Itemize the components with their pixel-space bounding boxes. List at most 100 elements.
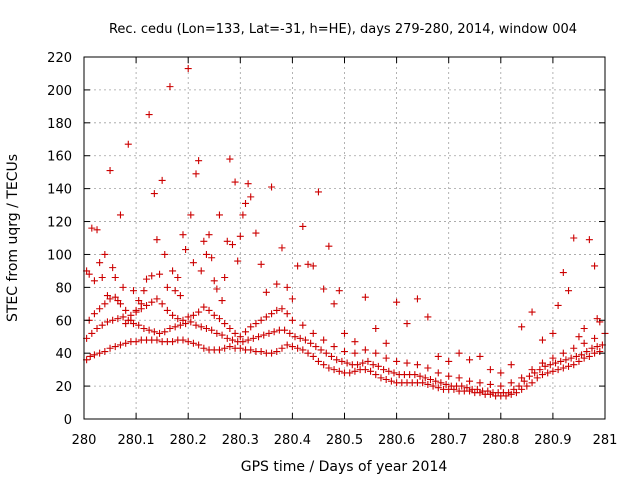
data-point: [268, 183, 276, 191]
data-point: [580, 325, 588, 332]
data-point: [325, 364, 333, 372]
data-point: [307, 339, 315, 347]
data-point: [218, 297, 226, 305]
data-point: [166, 83, 174, 91]
data-point: [169, 338, 177, 346]
data-point: [103, 292, 111, 300]
data-point: [565, 287, 573, 295]
data-point: [346, 369, 354, 377]
data-point: [575, 357, 583, 365]
data-point: [184, 313, 192, 321]
data-point: [351, 367, 359, 375]
data-point: [575, 333, 583, 341]
data-point: [445, 357, 453, 365]
data-point: [88, 224, 96, 232]
data-point: [538, 359, 546, 367]
data-point: [98, 273, 106, 281]
data-point: [278, 305, 286, 313]
data-point: [291, 333, 299, 341]
data-point: [174, 273, 182, 281]
data-point: [507, 361, 515, 369]
data-point: [325, 242, 333, 250]
data-point: [486, 380, 494, 388]
data-point: [549, 329, 557, 337]
data-point: [158, 300, 166, 308]
data-points: [83, 65, 609, 400]
data-point: [252, 320, 260, 328]
data-point: [377, 374, 385, 382]
data-point: [195, 157, 203, 165]
data-point: [283, 283, 291, 291]
data-point: [403, 320, 411, 328]
data-point: [596, 318, 604, 326]
data-point: [93, 226, 101, 234]
data-point: [421, 374, 429, 382]
data-point: [320, 361, 328, 369]
data-point: [140, 287, 148, 295]
data-point: [455, 374, 463, 382]
data-point: [570, 234, 578, 242]
data-point: [260, 331, 268, 339]
data-point: [580, 339, 588, 347]
data-point: [158, 176, 166, 184]
data-point: [197, 323, 205, 331]
data-point: [153, 336, 161, 344]
x-tick-label: 280: [72, 433, 97, 448]
data-point: [90, 351, 98, 359]
data-point: [515, 382, 523, 390]
data-point: [179, 231, 187, 239]
data-point: [299, 321, 307, 329]
data-point: [205, 306, 213, 314]
data-point: [333, 356, 341, 364]
data-point: [434, 384, 442, 392]
data-point: [585, 236, 593, 244]
data-point: [301, 336, 309, 344]
data-point: [288, 295, 296, 303]
data-point: [215, 211, 223, 219]
data-point: [242, 328, 250, 336]
data-point: [442, 380, 450, 388]
y-tick-label: 40: [55, 347, 72, 362]
data-point: [528, 366, 536, 374]
data-point: [294, 262, 302, 270]
data-point: [184, 338, 192, 346]
data-point: [111, 273, 119, 281]
data-point: [195, 308, 203, 316]
data-point: [393, 357, 401, 365]
data-point: [208, 326, 216, 334]
data-point: [361, 366, 369, 374]
data-point: [497, 382, 505, 390]
data-point: [257, 260, 265, 268]
data-point: [176, 292, 184, 300]
data-point: [466, 356, 474, 364]
data-point: [359, 359, 367, 367]
data-point: [143, 301, 151, 309]
data-point: [299, 346, 307, 354]
data-point: [416, 372, 424, 380]
x-tick-label: 280.5: [326, 433, 363, 448]
data-point: [189, 259, 197, 267]
data-point: [403, 359, 411, 367]
data-point: [335, 367, 343, 375]
data-point: [533, 374, 541, 382]
data-point: [116, 341, 124, 349]
data-point: [372, 325, 380, 332]
data-point: [244, 336, 252, 344]
data-point: [273, 348, 281, 356]
data-point: [309, 352, 317, 360]
data-point: [463, 384, 471, 392]
data-point: [189, 339, 197, 347]
data-point: [288, 343, 296, 351]
x-tick-label: 280.9: [534, 433, 571, 448]
data-point: [570, 361, 578, 369]
data-point: [150, 190, 158, 198]
data-point: [309, 329, 317, 337]
data-point: [257, 348, 265, 356]
data-point: [163, 306, 171, 314]
data-point: [228, 241, 236, 249]
data-point: [304, 260, 312, 268]
y-tick-label: 200: [47, 84, 72, 99]
data-point: [129, 287, 137, 295]
data-point: [195, 341, 203, 349]
data-point: [210, 311, 218, 319]
